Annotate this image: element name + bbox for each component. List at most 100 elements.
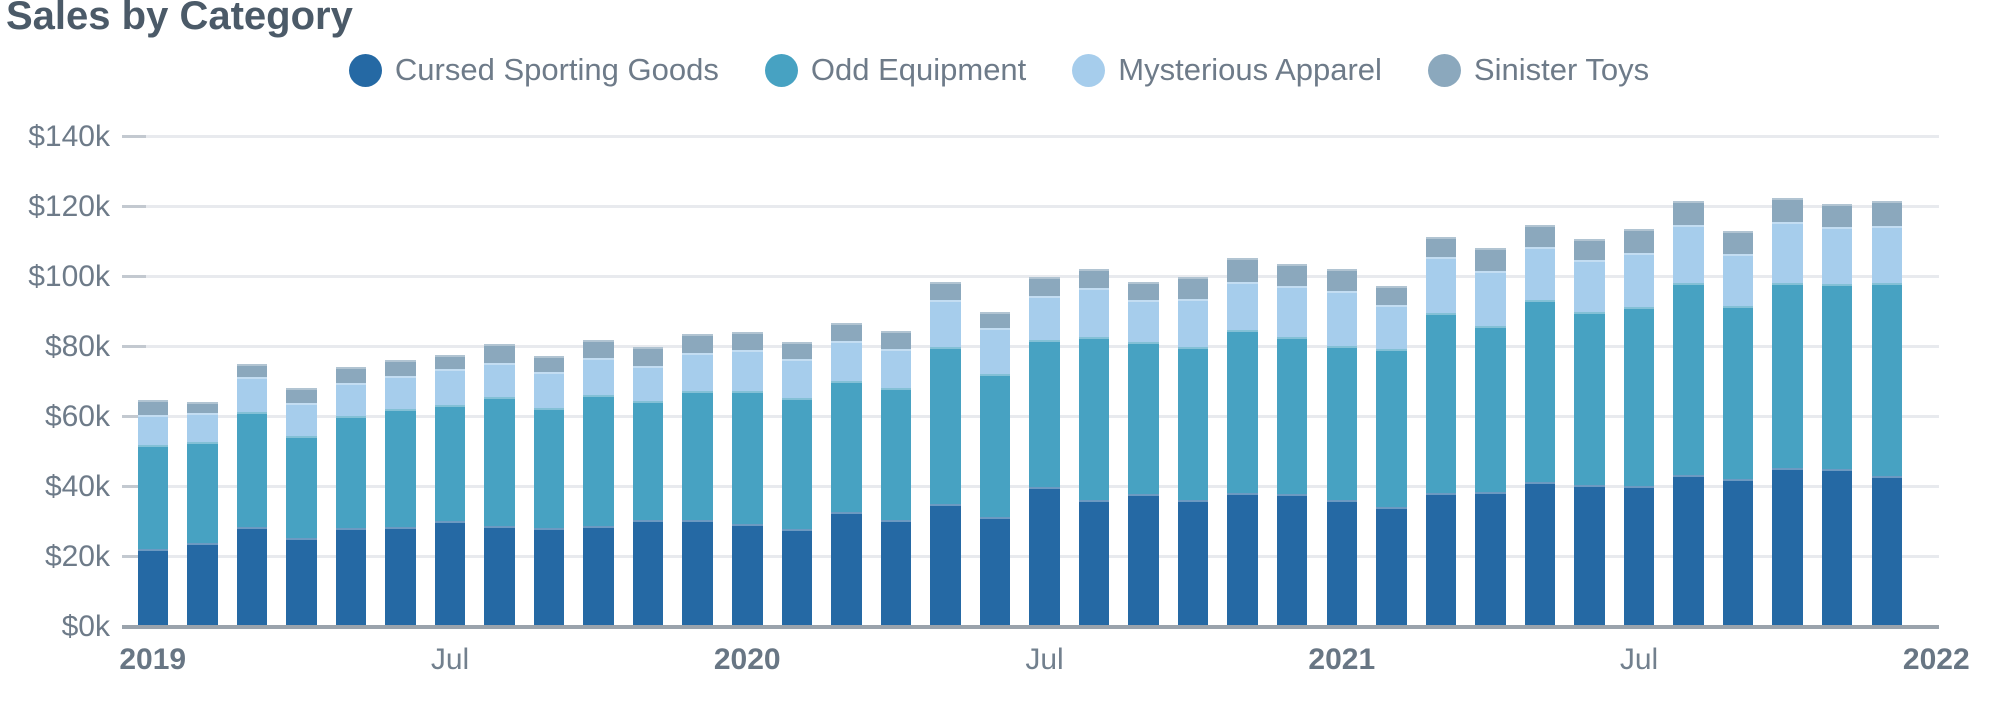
bar-segment-mysterious-apparel-may-2021[interactable] [1524,246,1556,301]
bar-segment-sinister-toys-dec-2019[interactable] [682,333,713,353]
bar-segment-sinister-toys-jan-2019[interactable] [137,400,168,415]
bar-segment-sinister-toys-feb-2020[interactable] [781,341,813,359]
bar-segment-mysterious-apparel-may-2020[interactable] [930,300,961,348]
bar-segment-mysterious-apparel-feb-2020[interactable] [781,358,813,399]
bar-segment-odd-equipment-jul-2021[interactable] [1623,307,1655,487]
bar-segment-odd-equipment-oct-2021[interactable] [1772,282,1803,469]
bar-segment-odd-equipment-may-2019[interactable] [335,416,367,529]
bar-segment-odd-equipment-sep-2020[interactable] [1128,342,1159,494]
bar-segment-cursed-sporting-goods-oct-2019[interactable] [583,525,614,627]
bar-segment-sinister-toys-nov-2019[interactable] [632,347,664,366]
bar-segment-mysterious-apparel-apr-2020[interactable] [880,349,912,389]
bar-segment-odd-equipment-dec-2020[interactable] [1276,336,1308,494]
bar-segment-cursed-sporting-goods-jan-2021[interactable] [1326,499,1358,627]
bar-segment-sinister-toys-may-2019[interactable] [335,367,367,384]
bar-segment-cursed-sporting-goods-apr-2020[interactable] [880,520,912,627]
bar-segment-sinister-toys-sep-2020[interactable] [1128,281,1159,300]
bar-segment-sinister-toys-jun-2021[interactable] [1574,238,1605,261]
bar-segment-sinister-toys-dec-2020[interactable] [1276,263,1308,287]
bar-segment-odd-equipment-nov-2020[interactable] [1227,329,1258,494]
bar-segment-sinister-toys-apr-2019[interactable] [286,388,317,404]
bar-segment-odd-equipment-nov-2019[interactable] [632,400,664,520]
bar-segment-mysterious-apparel-mar-2020[interactable] [831,341,862,381]
bar-segment-cursed-sporting-goods-dec-2020[interactable] [1276,494,1308,627]
bar-segment-sinister-toys-mar-2021[interactable] [1425,236,1457,258]
bar-segment-sinister-toys-feb-2019[interactable] [187,402,218,413]
bar-segment-sinister-toys-may-2020[interactable] [930,281,961,301]
bar-segment-mysterious-apparel-apr-2019[interactable] [286,403,317,436]
bar-segment-odd-equipment-dec-2021[interactable] [1871,283,1902,476]
bar-segment-cursed-sporting-goods-jul-2020[interactable] [1029,487,1060,627]
bar-segment-mysterious-apparel-dec-2019[interactable] [682,352,713,392]
bar-segment-odd-equipment-apr-2019[interactable] [286,435,317,539]
bar-segment-cursed-sporting-goods-jun-2021[interactable] [1574,484,1605,627]
bar-segment-mysterious-apparel-feb-2019[interactable] [187,412,218,443]
bar-segment-sinister-toys-mar-2019[interactable] [236,363,268,378]
bar-segment-mysterious-apparel-jul-2019[interactable] [434,369,466,406]
bar-segment-odd-equipment-may-2020[interactable] [930,347,961,505]
bar-segment-mysterious-apparel-sep-2019[interactable] [533,372,565,408]
bar-segment-odd-equipment-feb-2019[interactable] [187,442,218,543]
bar-segment-odd-equipment-mar-2021[interactable] [1425,313,1457,493]
bar-segment-cursed-sporting-goods-jun-2020[interactable] [979,517,1011,627]
legend-item-sinister-toys[interactable]: Sinister Toys [1427,52,1649,88]
bar-segment-sinister-toys-apr-2020[interactable] [880,330,912,350]
bar-segment-odd-equipment-aug-2020[interactable] [1078,336,1110,501]
bar-segment-odd-equipment-jan-2020[interactable] [732,390,763,525]
bar-segment-cursed-sporting-goods-nov-2020[interactable] [1227,493,1258,627]
bar-segment-mysterious-apparel-jun-2021[interactable] [1574,260,1605,313]
bar-segment-sinister-toys-oct-2021[interactable] [1772,198,1803,223]
bar-segment-mysterious-apparel-nov-2020[interactable] [1227,281,1258,330]
bar-segment-cursed-sporting-goods-sep-2020[interactable] [1128,493,1159,627]
bar-segment-sinister-toys-oct-2020[interactable] [1177,277,1209,299]
bar-segment-mysterious-apparel-mar-2019[interactable] [236,377,268,412]
bar-segment-cursed-sporting-goods-aug-2020[interactable] [1078,500,1110,627]
bar-segment-sinister-toys-aug-2021[interactable] [1673,201,1704,225]
bar-segment-sinister-toys-jul-2021[interactable] [1623,228,1655,254]
bar-segment-sinister-toys-jun-2019[interactable] [385,359,416,376]
bar-segment-odd-equipment-jul-2020[interactable] [1029,340,1060,488]
bar-segment-mysterious-apparel-mar-2021[interactable] [1425,257,1457,314]
bar-segment-mysterious-apparel-aug-2020[interactable] [1078,287,1110,337]
bar-segment-mysterious-apparel-dec-2021[interactable] [1871,225,1902,284]
bar-segment-cursed-sporting-goods-mar-2019[interactable] [236,526,268,627]
bar-segment-cursed-sporting-goods-oct-2021[interactable] [1772,468,1803,627]
bar-segment-mysterious-apparel-aug-2019[interactable] [484,363,515,398]
legend-item-mysterious-apparel[interactable]: Mysterious Apparel [1072,52,1382,88]
bar-segment-mysterious-apparel-aug-2021[interactable] [1673,224,1704,283]
bar-segment-mysterious-apparel-jan-2019[interactable] [137,414,168,446]
bar-segment-cursed-sporting-goods-oct-2020[interactable] [1177,499,1209,627]
bar-segment-mysterious-apparel-jan-2020[interactable] [732,349,763,391]
bar-segment-cursed-sporting-goods-sep-2019[interactable] [533,528,565,627]
bar-segment-mysterious-apparel-feb-2021[interactable] [1376,305,1407,350]
bar-segment-cursed-sporting-goods-dec-2019[interactable] [682,519,713,627]
bar-segment-cursed-sporting-goods-mar-2020[interactable] [831,511,862,627]
bar-segment-odd-equipment-jul-2019[interactable] [434,405,466,522]
bar-segment-cursed-sporting-goods-dec-2021[interactable] [1871,475,1902,627]
bar-segment-mysterious-apparel-oct-2021[interactable] [1772,222,1803,283]
bar-segment-mysterious-apparel-apr-2021[interactable] [1475,270,1506,326]
bar-segment-mysterious-apparel-dec-2020[interactable] [1276,286,1308,337]
bar-segment-sinister-toys-feb-2021[interactable] [1376,286,1407,306]
bar-segment-odd-equipment-jun-2019[interactable] [385,408,416,528]
bar-segment-mysterious-apparel-jun-2020[interactable] [979,328,1011,374]
bar-segment-mysterious-apparel-may-2019[interactable] [335,383,367,417]
bar-segment-sinister-toys-aug-2020[interactable] [1078,268,1110,288]
bar-segment-cursed-sporting-goods-may-2020[interactable] [930,504,961,627]
bar-segment-sinister-toys-nov-2021[interactable] [1821,203,1853,227]
bar-segment-cursed-sporting-goods-jul-2019[interactable] [434,521,466,627]
bar-segment-cursed-sporting-goods-may-2019[interactable] [335,528,367,627]
bar-segment-odd-equipment-jun-2021[interactable] [1574,312,1605,485]
bar-segment-sinister-toys-apr-2021[interactable] [1475,247,1506,271]
bar-segment-sinister-toys-may-2021[interactable] [1524,224,1556,247]
bar-segment-cursed-sporting-goods-feb-2020[interactable] [781,529,813,627]
bar-segment-cursed-sporting-goods-aug-2021[interactable] [1673,475,1704,627]
bar-segment-sinister-toys-jan-2020[interactable] [732,332,763,350]
bar-segment-sinister-toys-nov-2020[interactable] [1227,258,1258,282]
bar-segment-cursed-sporting-goods-jun-2019[interactable] [385,527,416,627]
bar-segment-odd-equipment-mar-2019[interactable] [236,411,268,527]
bar-segment-cursed-sporting-goods-jan-2019[interactable] [137,548,168,627]
bar-segment-odd-equipment-apr-2020[interactable] [880,388,912,521]
bar-segment-odd-equipment-mar-2020[interactable] [831,380,862,512]
bar-segment-odd-equipment-aug-2021[interactable] [1673,282,1704,476]
